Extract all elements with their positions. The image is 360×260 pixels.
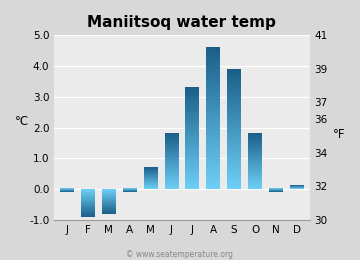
Text: © www.seatemperature.org: © www.seatemperature.org <box>126 250 234 259</box>
Y-axis label: °F: °F <box>333 128 345 141</box>
Y-axis label: °C: °C <box>15 115 29 128</box>
Title: Maniitsoq water temp: Maniitsoq water temp <box>87 15 276 30</box>
